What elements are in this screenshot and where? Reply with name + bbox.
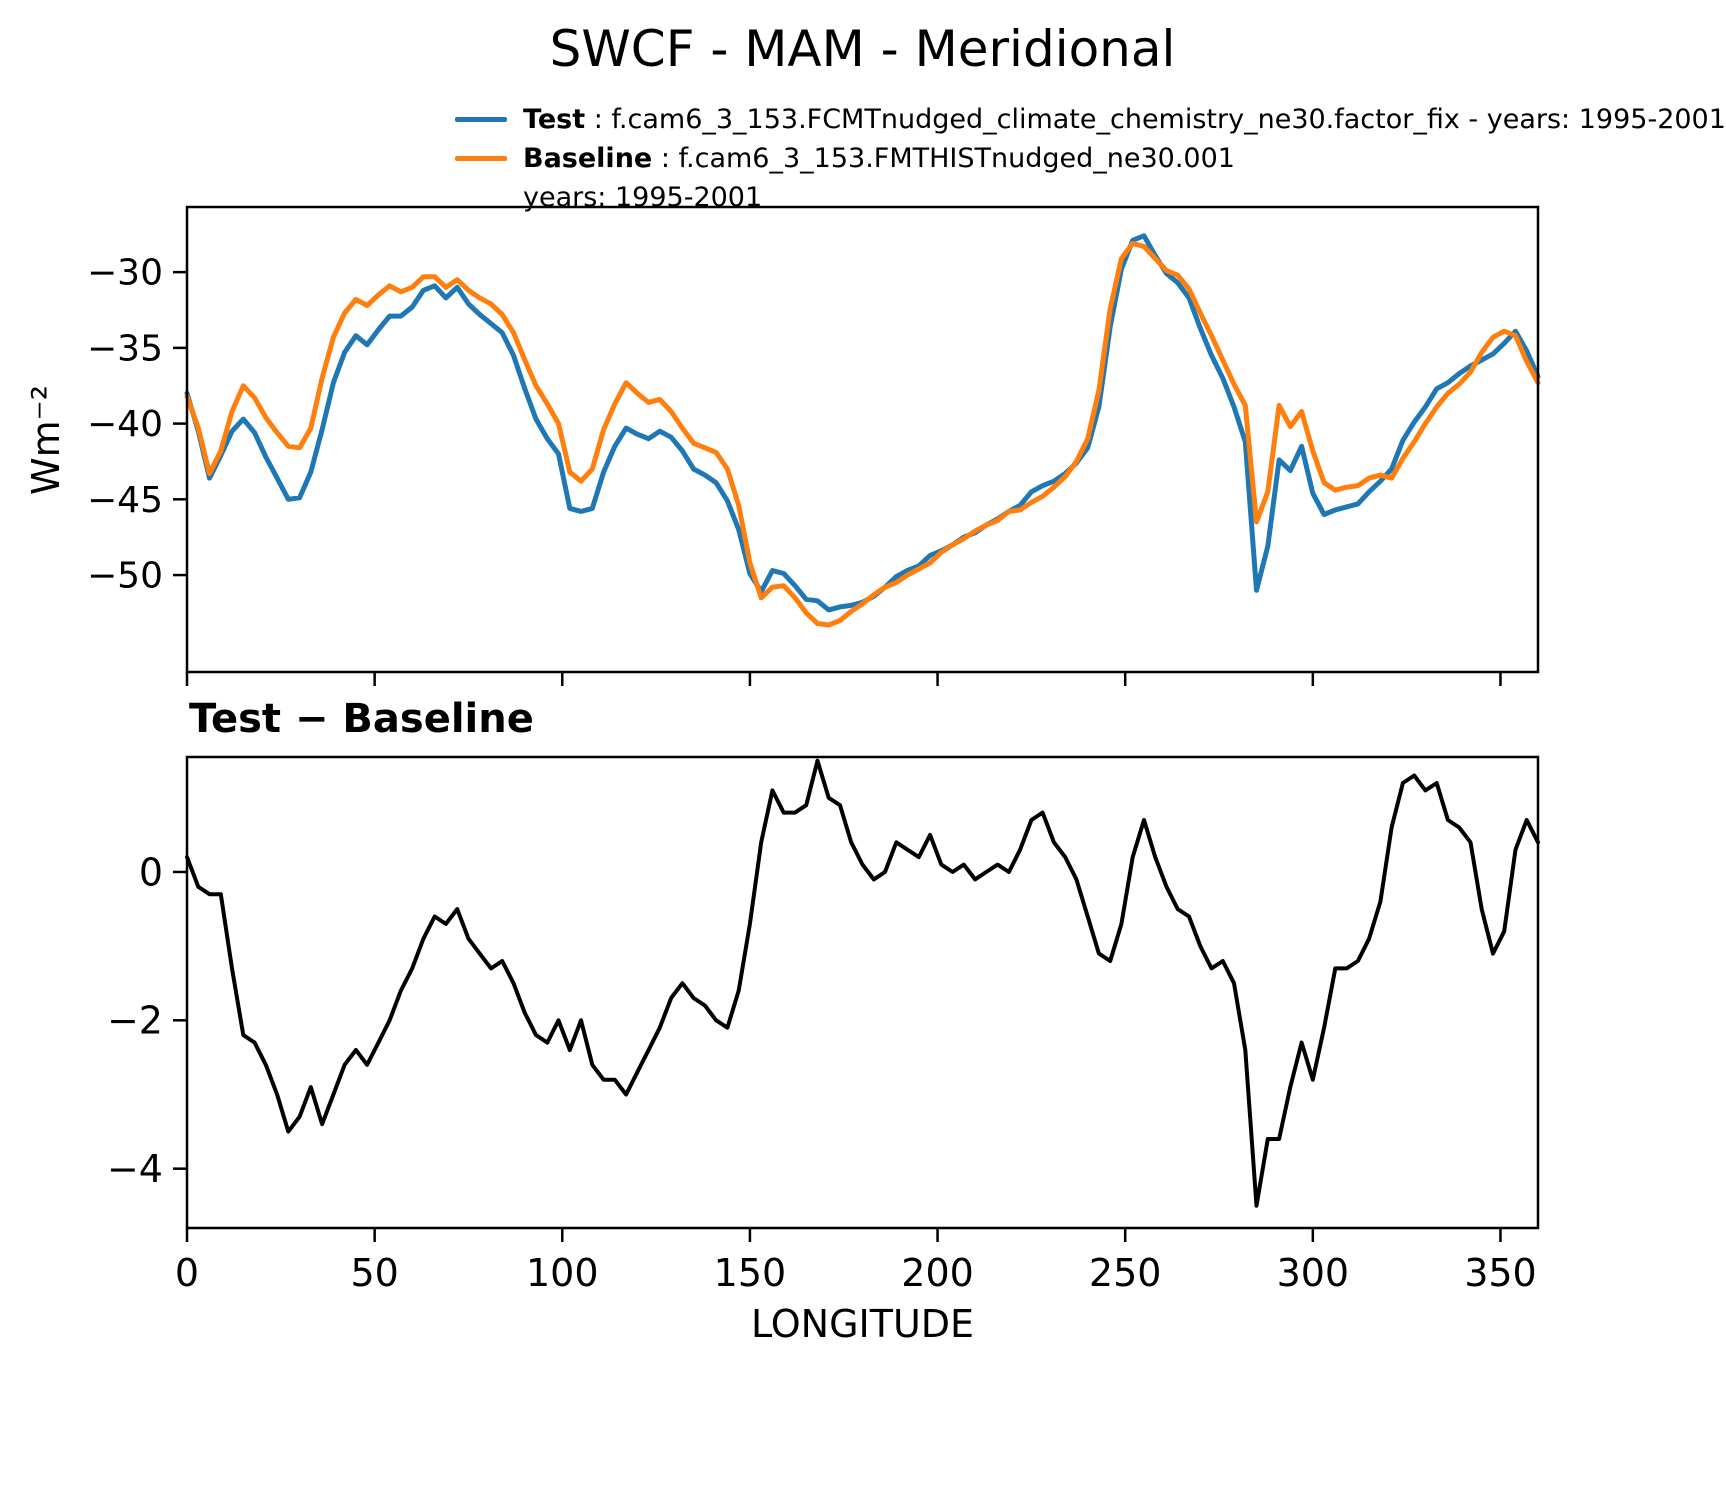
legend-baseline-label: Baseline [523,143,653,175]
legend-item-test: Test : f.cam6_3_153.FCMTnudged_climate_c… [455,102,1726,137]
y-tick-label: −35 [87,328,163,369]
x-tick-label: 300 [1277,1251,1350,1295]
series-line-test [184,233,1541,613]
y-tick-label: −4 [107,1147,163,1191]
panel-bottom: 0 −2 −4 0 50 100 150 200 250 300 350 [107,755,1540,1295]
panel-border [185,205,1540,674]
series-line-baseline [184,240,1541,628]
legend-test-entry: Test : f.cam6_3_153.FCMTnudged_climate_c… [523,102,1726,137]
legend-item-baseline: Baseline : f.cam6_3_153.FMTHISTnudged_ne… [455,141,1726,176]
x-tick-label: 350 [1464,1251,1537,1295]
chart-title: SWCF - MAM - Meridional [549,20,1176,78]
y-tick-label: −45 [87,480,163,521]
y-tick-label: 0 [139,850,163,894]
diff-panel-title: Test − Baseline [189,696,534,742]
x-tick-label: 200 [901,1251,974,1295]
x-tick-label: 250 [1089,1251,1162,1295]
legend-test-label: Test [523,104,586,135]
y-tick-label: −30 [87,253,163,294]
panel-border [185,755,1540,1230]
legend-baseline-entry: Baseline : f.cam6_3_153.FMTHISTnudged_ne… [523,141,1235,176]
legend-baseline-text: : f.cam6_3_153.FMTHISTnudged_ne30.001 [652,143,1235,175]
y-tick-label: −2 [107,999,163,1043]
panel-top: −30 −35 −40 −45 −50 [87,205,1541,686]
x-tick-label: 150 [714,1251,787,1295]
y-tick-label: −50 [87,556,163,597]
x-tick-label: 50 [350,1251,398,1295]
series-line-test-baseline [185,758,1540,1208]
y-tick-label: −40 [87,404,163,445]
legend-swatch-test [455,117,507,123]
legend-test-text: : f.cam6_3_153.FCMTnudged_climate_chemis… [585,104,1726,135]
x-axis-label: LONGITUDE [750,1302,975,1346]
legend-swatch-baseline [455,156,507,162]
x-tick-label: 0 [175,1251,199,1295]
x-tick-label: 100 [526,1251,599,1295]
